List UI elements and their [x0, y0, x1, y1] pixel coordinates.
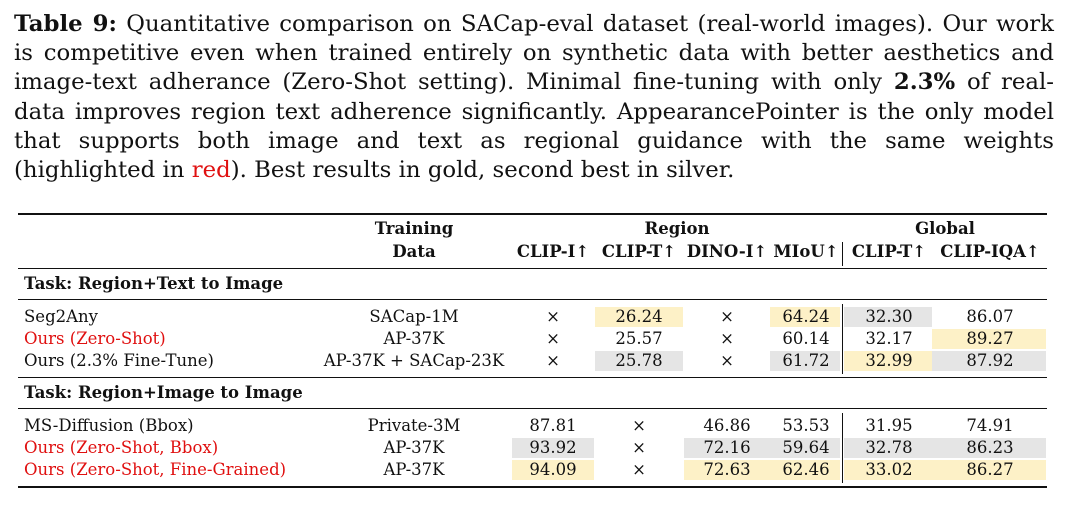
table-cell: 62.46	[782, 460, 830, 479]
highlight-silver	[770, 351, 840, 371]
highlight-gold	[770, 460, 840, 480]
method-label: Ours (2.3% Fine-Tune)	[24, 351, 214, 370]
table-cell: 53.53	[782, 416, 830, 435]
table-cell: ×	[720, 329, 734, 348]
task-title: Task: Region+Image to Image	[24, 383, 303, 402]
table-cell: ×	[632, 460, 646, 479]
header-global: Global	[915, 219, 975, 238]
table-cell: 25.78	[615, 351, 663, 370]
table-cell: ×	[720, 307, 734, 326]
header-col: MIoU↑	[773, 242, 839, 261]
table-cell: 89.27	[966, 329, 1014, 348]
task2-separator	[842, 413, 843, 483]
task1-separator	[842, 304, 843, 374]
highlight-silver	[770, 438, 840, 458]
table-cell: 26.24	[615, 307, 663, 326]
table-cell: ×	[632, 416, 646, 435]
table-cell: 25.57	[615, 329, 663, 348]
table-cell: 74.91	[966, 416, 1014, 435]
highlight-gold	[844, 460, 932, 480]
highlight-gold	[770, 307, 840, 327]
highlight-silver	[932, 438, 1046, 458]
table-cell: ×	[632, 438, 646, 457]
table-cell: ×	[546, 351, 560, 370]
table-cell: ×	[720, 351, 734, 370]
highlight-silver	[595, 351, 683, 371]
table-cell: 64.24	[782, 307, 830, 326]
task1-rule	[18, 299, 1047, 300]
caption-text-1: Quantitative comparison on SACap-eval da…	[14, 11, 1054, 96]
table-cell: 60.14	[782, 329, 830, 348]
caption-red-word: red	[191, 157, 231, 184]
header-data: Data	[392, 242, 436, 261]
caption-bold-value: 2.3%	[893, 69, 956, 96]
header-col: DINO-I↑	[686, 242, 768, 261]
table-cell: 86.23	[966, 438, 1014, 457]
header-rule	[18, 268, 1047, 269]
highlight-gold	[595, 307, 683, 327]
training-data: Private-3M	[367, 416, 461, 435]
header-col: CLIP-T↑	[851, 242, 927, 261]
table-cell: 72.16	[703, 438, 751, 457]
highlight-silver	[844, 307, 932, 327]
section-rule	[18, 377, 1047, 378]
table-cell: 32.78	[865, 438, 913, 457]
table-cell: 87.92	[966, 351, 1014, 370]
header-training: Training	[374, 219, 454, 238]
training-data: AP-37K	[383, 460, 445, 479]
table-cell: 32.99	[865, 351, 913, 370]
highlight-silver	[844, 438, 932, 458]
highlight-gold	[932, 460, 1046, 480]
highlight-gold	[512, 460, 594, 480]
method-label: MS-Diffusion (Bbox)	[24, 416, 194, 435]
method-label: Seg2Any	[24, 307, 98, 326]
header-col: CLIP-I↑	[516, 242, 590, 261]
highlight-gold	[844, 351, 932, 371]
table-cell: 61.72	[782, 351, 830, 370]
top-rule	[18, 213, 1047, 215]
table-cell: 32.17	[865, 329, 913, 348]
table-cell: ×	[546, 329, 560, 348]
table-cell: 31.95	[865, 416, 913, 435]
highlight-gold	[932, 329, 1046, 349]
highlight-silver	[932, 351, 1046, 371]
training-data: AP-37K	[383, 329, 445, 348]
header-region: Region	[644, 219, 710, 238]
caption-text-2: of real-data improves region text adhere…	[14, 69, 1054, 184]
table-cell: 46.86	[703, 416, 751, 435]
table-cell: 72.63	[703, 460, 751, 479]
table-cell: 59.64	[782, 438, 830, 457]
header-separator	[842, 242, 843, 266]
header-col: CLIP-IQA↑	[940, 242, 1040, 261]
method-label: Ours (Zero-Shot)	[24, 329, 166, 348]
highlight-silver	[512, 438, 594, 458]
header-col: CLIP-T↑	[601, 242, 677, 261]
table-cell: ×	[546, 307, 560, 326]
task2-rule	[18, 408, 1047, 409]
table-cell: 93.92	[529, 438, 577, 457]
training-data: AP-37K + SACap-23K	[323, 351, 505, 370]
training-data: SACap-1M	[369, 307, 459, 326]
table-caption: Table 9: Quantitative comparison on SACa…	[14, 10, 1054, 185]
bottom-rule	[18, 486, 1047, 488]
task-title: Task: Region+Text to Image	[24, 274, 284, 293]
method-label: Ours (Zero-Shot, Bbox)	[24, 438, 219, 457]
table-cell: 33.02	[865, 460, 913, 479]
table-cell: 32.30	[865, 307, 913, 326]
caption-text-3: ). Best results in gold, second best in …	[230, 157, 735, 184]
highlight-gold	[684, 460, 770, 480]
highlight-silver	[684, 438, 770, 458]
table-cell: 86.07	[966, 307, 1014, 326]
caption-label: Table 9:	[14, 11, 117, 37]
table-cell: 87.81	[529, 416, 577, 435]
training-data: AP-37K	[383, 438, 445, 457]
table-cell: 86.27	[966, 460, 1014, 479]
table-cell: 94.09	[529, 460, 577, 479]
method-label: Ours (Zero-Shot, Fine-Grained)	[24, 460, 287, 479]
